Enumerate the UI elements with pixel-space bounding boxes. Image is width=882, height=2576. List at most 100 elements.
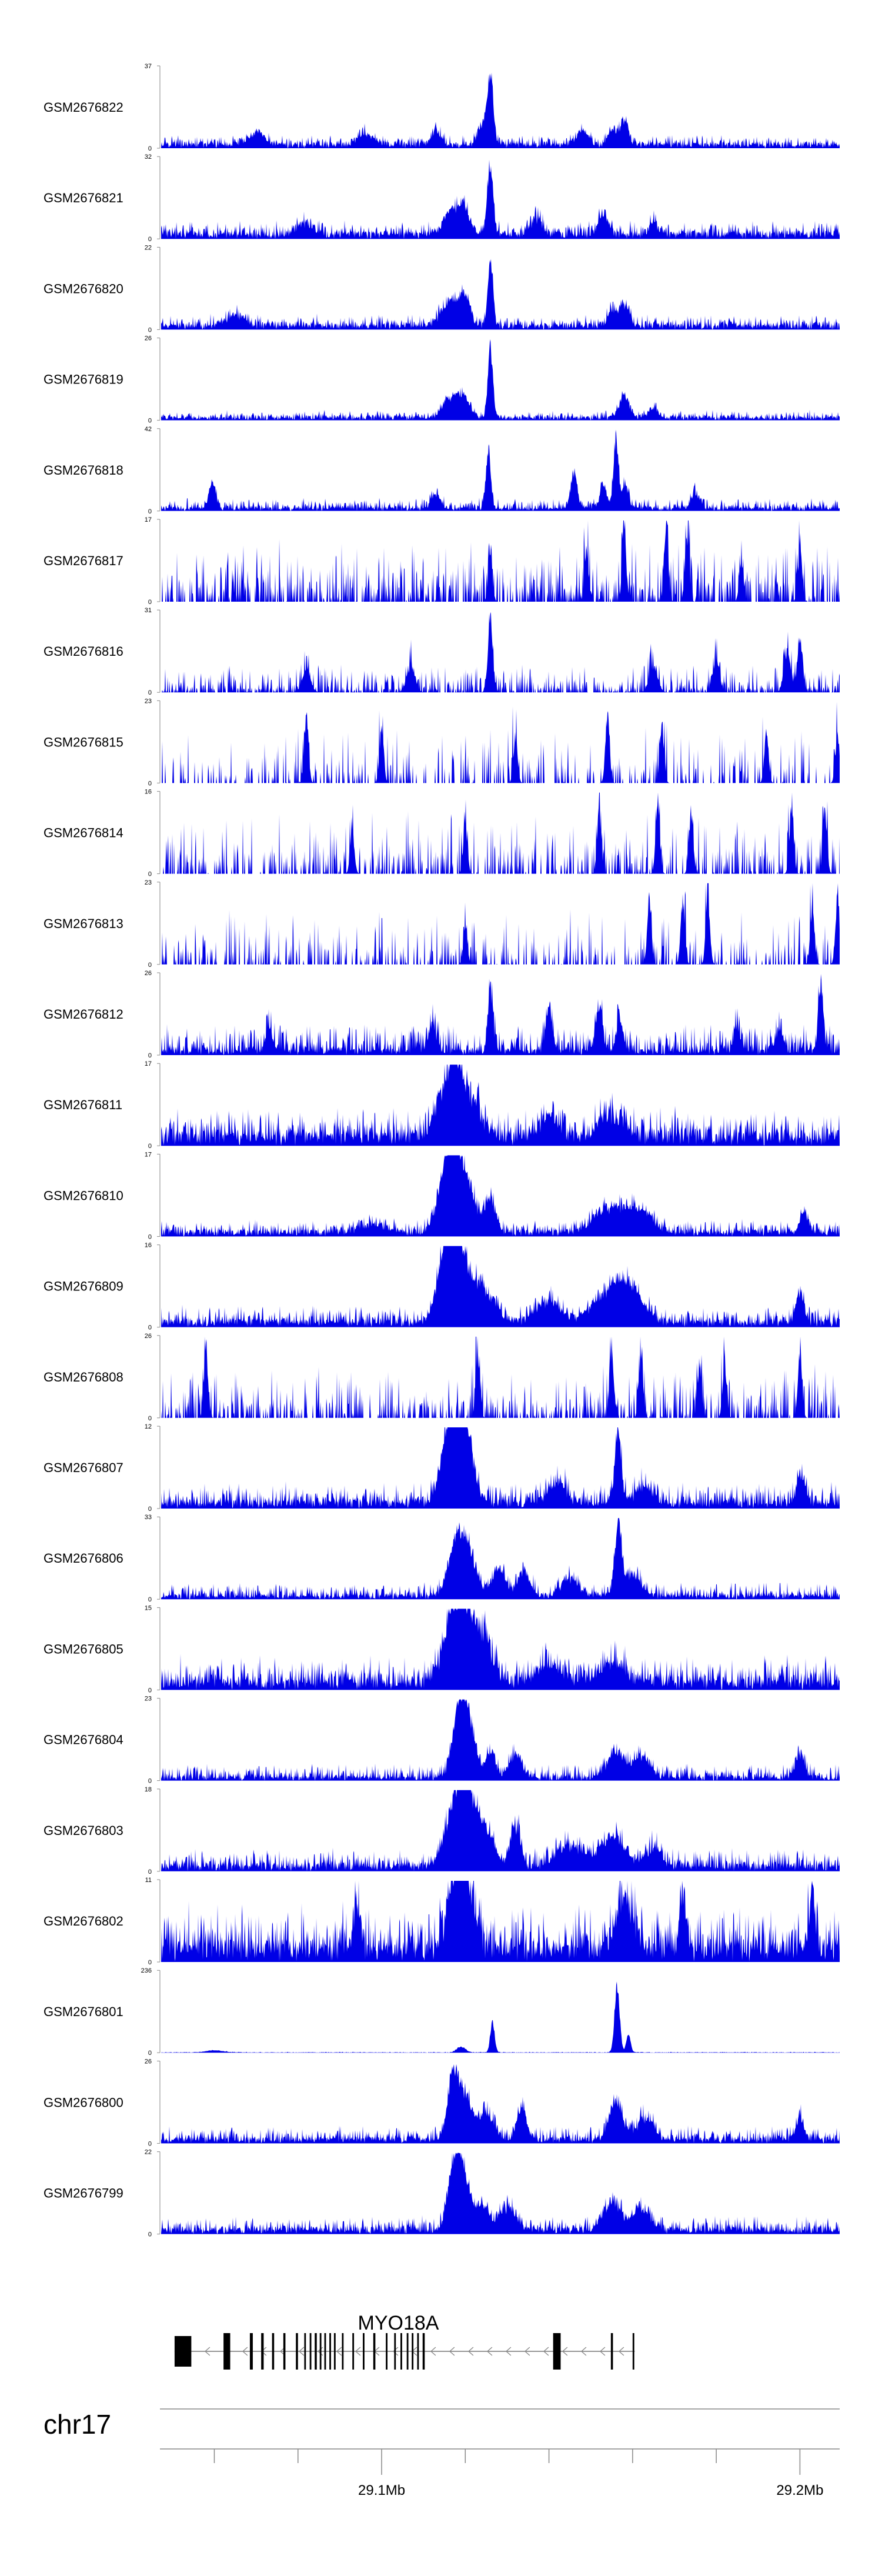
gene-exon	[283, 2333, 286, 2370]
y-zero-label: 0	[148, 1868, 152, 1876]
track-GSM2676804: GSM2676804 23 0	[44, 1696, 840, 1785]
gene-annotation-track: MYO18A	[174, 2312, 635, 2370]
y-zero-label: 0	[148, 2140, 152, 2147]
track-label: GSM2676813	[44, 916, 123, 931]
strand-chevron	[543, 2347, 549, 2356]
y-max-label: 12	[145, 1423, 152, 1430]
y-zero-label: 0	[148, 326, 152, 333]
y-zero-label: 0	[148, 508, 152, 515]
track-GSM2676799: GSM2676799 22 0	[44, 2149, 840, 2238]
coverage-area	[161, 1155, 840, 1237]
track-GSM2676814: GSM2676814 16 0	[44, 789, 840, 878]
y-zero-label: 0	[148, 1959, 152, 1966]
gene-exon	[352, 2333, 355, 2370]
track-label: GSM2676801	[44, 2004, 123, 2019]
strand-chevron	[392, 2347, 399, 2356]
strand-chevron	[336, 2347, 342, 2356]
gene-exon	[249, 2333, 253, 2370]
track-GSM2676808: GSM2676808 26 0	[44, 1333, 840, 1422]
strand-chevron	[599, 2347, 606, 2356]
coverage-area	[161, 1790, 840, 1871]
track-GSM2676813: GSM2676813 23 0	[44, 879, 840, 969]
track-label: GSM2676800	[44, 2095, 123, 2110]
y-zero-label: 0	[148, 1415, 152, 1422]
y-max-label: 17	[145, 1060, 152, 1067]
strand-chevron	[242, 2347, 248, 2356]
gene-exon	[417, 2333, 419, 2370]
coverage-area	[161, 1609, 840, 1690]
y-zero-label: 0	[148, 1143, 152, 1150]
y-max-label: 33	[145, 1514, 152, 1521]
track-label: GSM2676816	[44, 644, 123, 659]
strand-chevron	[467, 2347, 474, 2356]
chromosome-label: chr17	[44, 2409, 111, 2440]
track-label: GSM2676803	[44, 1823, 123, 1838]
y-max-label: 42	[145, 426, 152, 433]
coverage-area	[161, 1699, 840, 1781]
y-zero-label: 0	[148, 1778, 152, 1785]
strand-chevron	[298, 2347, 305, 2356]
gene-exon	[394, 2333, 396, 2370]
coverage-area	[161, 1518, 840, 1600]
track-GSM2676820: GSM2676820 22 0	[44, 244, 840, 333]
gene-exon	[329, 2333, 331, 2370]
y-max-label: 37	[145, 63, 152, 70]
y-zero-label: 0	[148, 2050, 152, 2057]
gene-exon	[324, 2333, 326, 2370]
track-GSM2676803: GSM2676803 18 0	[44, 1786, 840, 1876]
coverage-area	[161, 883, 840, 965]
coverage-area	[161, 792, 840, 874]
coverage-area	[161, 429, 840, 511]
y-zero-label: 0	[148, 418, 152, 425]
strand-chevron	[486, 2347, 493, 2356]
gene-exon	[315, 2333, 317, 2370]
y-max-label: 17	[145, 1151, 152, 1158]
track-GSM2676801: GSM2676801 236 0	[44, 1967, 840, 2057]
track-label: GSM2676819	[44, 372, 123, 387]
y-zero-label: 0	[148, 1052, 152, 1059]
y-max-label: 15	[145, 1604, 152, 1611]
gene-exon	[406, 2333, 409, 2370]
track-GSM2676818: GSM2676818 42 0	[44, 426, 840, 515]
gene-exon	[223, 2333, 230, 2370]
y-max-label: 31	[145, 607, 152, 614]
y-max-label: 26	[145, 970, 152, 977]
coverage-area	[161, 2153, 840, 2234]
strand-chevron	[562, 2347, 568, 2356]
y-max-label: 23	[145, 698, 152, 705]
strand-chevron	[355, 2347, 361, 2356]
track-GSM2676819: GSM2676819 26 0	[44, 335, 840, 425]
y-max-label: 16	[145, 789, 152, 796]
track-label: GSM2676807	[44, 1460, 123, 1475]
gene-exon	[333, 2333, 336, 2370]
y-max-label: 23	[145, 1696, 152, 1703]
track-GSM2676810: GSM2676810 17 0	[44, 1151, 840, 1240]
gene-exon	[319, 2333, 322, 2370]
y-zero-label: 0	[148, 145, 152, 152]
y-zero-label: 0	[148, 236, 152, 243]
gene-exon	[400, 2333, 402, 2370]
gene-exon	[261, 2333, 264, 2370]
strand-chevron	[618, 2347, 624, 2356]
y-max-label: 26	[145, 2058, 152, 2065]
track-GSM2676822: GSM2676822 37 0	[44, 63, 840, 152]
strand-chevron	[430, 2347, 436, 2356]
coverage-area	[161, 1881, 840, 1962]
track-label: GSM2676812	[44, 1007, 123, 1022]
track-GSM2676807: GSM2676807 12 0	[44, 1423, 840, 1513]
coverage-area	[161, 2064, 840, 2144]
track-label: GSM2676817	[44, 553, 123, 568]
coverage-area	[161, 702, 840, 783]
track-label: GSM2676804	[44, 1733, 123, 1747]
y-max-label: 18	[145, 1786, 152, 1793]
track-label: GSM2676808	[44, 1370, 123, 1384]
gene-exon	[610, 2333, 613, 2370]
y-max-label: 22	[145, 244, 152, 251]
gene-exon	[632, 2333, 634, 2370]
track-label: GSM2676799	[44, 2186, 123, 2201]
y-max-label: 11	[145, 1877, 152, 1884]
track-GSM2676815: GSM2676815 23 0	[44, 698, 840, 787]
gene-label: MYO18A	[358, 2312, 439, 2334]
gene-exon	[309, 2333, 312, 2370]
